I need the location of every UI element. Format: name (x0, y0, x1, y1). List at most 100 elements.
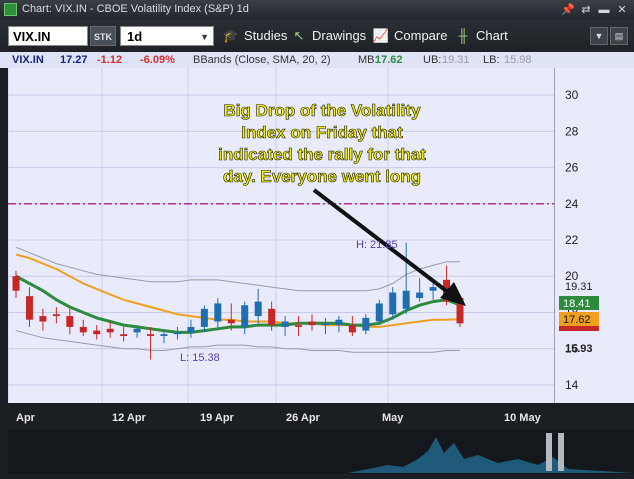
candle-body (187, 326, 195, 333)
candle-body (120, 334, 128, 336)
volume-svg (8, 433, 634, 473)
legend-change: -1.12 (97, 54, 123, 66)
left-strip (0, 68, 8, 474)
sec-type-button[interactable]: STK (90, 26, 116, 46)
window-menu-button[interactable]: ▤ (610, 27, 628, 45)
candle-body (173, 332, 181, 335)
candle-body (335, 319, 343, 326)
sma-line (15, 253, 461, 328)
candle-body (147, 334, 155, 336)
legend-symbol: VIX.IN (12, 54, 44, 66)
tick-label: 14 (565, 378, 579, 392)
candle-body (254, 301, 262, 317)
chart-label: Chart (476, 28, 508, 43)
candle-body (160, 334, 168, 336)
lower-band-line (15, 330, 460, 353)
candle-body (93, 330, 101, 335)
legend-study: BBands (Close, SMA, 20, 2) (193, 54, 331, 66)
annotation-line-1: Big Drop of the Volatility (223, 101, 421, 120)
cursor-icon: ↖ (293, 28, 305, 43)
legend-lb-value: 15.98 (504, 54, 532, 66)
link-icon[interactable]: ⇄ (581, 4, 591, 16)
window-title: Chart: VIX.IN - CBOE Volatility Index (S… (22, 3, 249, 15)
pin-icon[interactable]: 📌 (561, 4, 575, 16)
tick-label: 26 (565, 161, 579, 175)
candles (12, 242, 464, 360)
tick-label: 24 (565, 197, 579, 211)
candle-body (362, 317, 370, 331)
volume-navigator[interactable] (8, 429, 634, 474)
tag-mid: 18.41 (563, 298, 591, 310)
tag-ub: 19.31 (565, 281, 593, 293)
tag-lb: 15.93 (565, 343, 593, 355)
toolbar: VIX.IN STK 1d ▼ 🎓 Studies ↖ Drawings 📈 Compa… (0, 20, 634, 52)
interval-value: 1d (127, 29, 143, 44)
xlabel-10may: 10 May (504, 412, 541, 424)
nav-handle-right[interactable] (558, 433, 564, 471)
candles-icon: ╫ (458, 28, 468, 43)
candle-body (52, 314, 60, 317)
candle-body (268, 308, 276, 326)
interval-select[interactable]: 1d ▼ (120, 26, 214, 46)
candle-body (456, 297, 464, 324)
xlabel-19apr: 19 Apr (200, 412, 234, 424)
line-chart-icon: 📈 (372, 28, 390, 43)
candle-body (200, 308, 208, 327)
drawings-label: Drawings (312, 28, 367, 43)
minimize-icon[interactable]: ▬ (598, 4, 610, 16)
graduation-cap-icon: 🎓 (222, 28, 240, 43)
candle-body (389, 292, 397, 315)
tag-last: 17.62 (563, 314, 591, 326)
xlabel-12apr: 12 Apr (112, 412, 146, 424)
candle-body (416, 292, 424, 298)
drawings-button[interactable]: ↖ Drawings (290, 26, 367, 46)
candle-body (66, 316, 74, 327)
tick-label: 30 (565, 88, 579, 102)
low-marker: L: 15.38 (180, 352, 220, 364)
tick-label: 20 (565, 269, 579, 283)
candle-body (402, 290, 410, 309)
candle-body (241, 305, 249, 327)
tag-last-price-box (559, 326, 599, 331)
legend-mb-label: MB: (358, 54, 378, 66)
xlabel-may: May (382, 412, 404, 424)
annotation-line-3: indicated the rally for that (218, 145, 426, 164)
candle-body (375, 303, 383, 322)
legend-mb-value: 17.62 (375, 54, 403, 66)
legend-ub-value: 19.31 (442, 54, 470, 66)
candle-body (295, 325, 303, 327)
nav-handle-left[interactable] (546, 433, 552, 471)
tag-sma-box (559, 312, 599, 326)
annotation-arrow-head (440, 282, 466, 306)
time-axis[interactable]: Apr 12 Apr 19 Apr 26 Apr May 10 May (8, 403, 634, 429)
bollinger-bands (15, 246, 461, 353)
candle-body (79, 326, 87, 333)
price-axis-svg: 141618202224262830 19.31 18.41 17.62 15.… (559, 88, 599, 392)
compare-button[interactable]: 📈 Compare (372, 26, 448, 46)
title-bar: Chart: VIX.IN - CBOE Volatility Index (S… (0, 0, 634, 20)
menu-dropdown-button[interactable]: ▼ (590, 27, 608, 45)
candle-body (348, 325, 356, 333)
annotation-line-2: Index on Friday that (241, 123, 403, 142)
annotation-line-4: day. Everyone went long (223, 167, 421, 186)
annotation: Big Drop of the Volatility Index on Frid… (218, 101, 466, 306)
symbol-input[interactable]: VIX.IN (8, 26, 88, 46)
close-icon[interactable]: ✕ (617, 4, 627, 16)
high-marker: H: 21.85 (356, 239, 398, 251)
price-axis[interactable]: 141618202224262830 19.31 18.41 17.62 15.… (554, 68, 634, 403)
studies-button[interactable]: 🎓 Studies (222, 26, 287, 46)
candle-body (429, 287, 437, 291)
price-chart[interactable]: Big Drop of the Volatility Index on Frid… (7, 68, 554, 403)
tag-mid-box (559, 296, 599, 310)
candle-body (321, 323, 329, 326)
candle-body (12, 276, 20, 291)
tick-label: 28 (565, 124, 579, 138)
candle-body (308, 321, 316, 326)
chevron-down-icon: ▼ (200, 32, 209, 42)
upper-band-line (15, 246, 460, 292)
candle-body (25, 296, 33, 320)
compare-label: Compare (394, 28, 448, 43)
studies-label: Studies (244, 28, 288, 43)
chart-button[interactable]: ╫ Chart (454, 26, 508, 46)
volume-area (8, 437, 634, 473)
